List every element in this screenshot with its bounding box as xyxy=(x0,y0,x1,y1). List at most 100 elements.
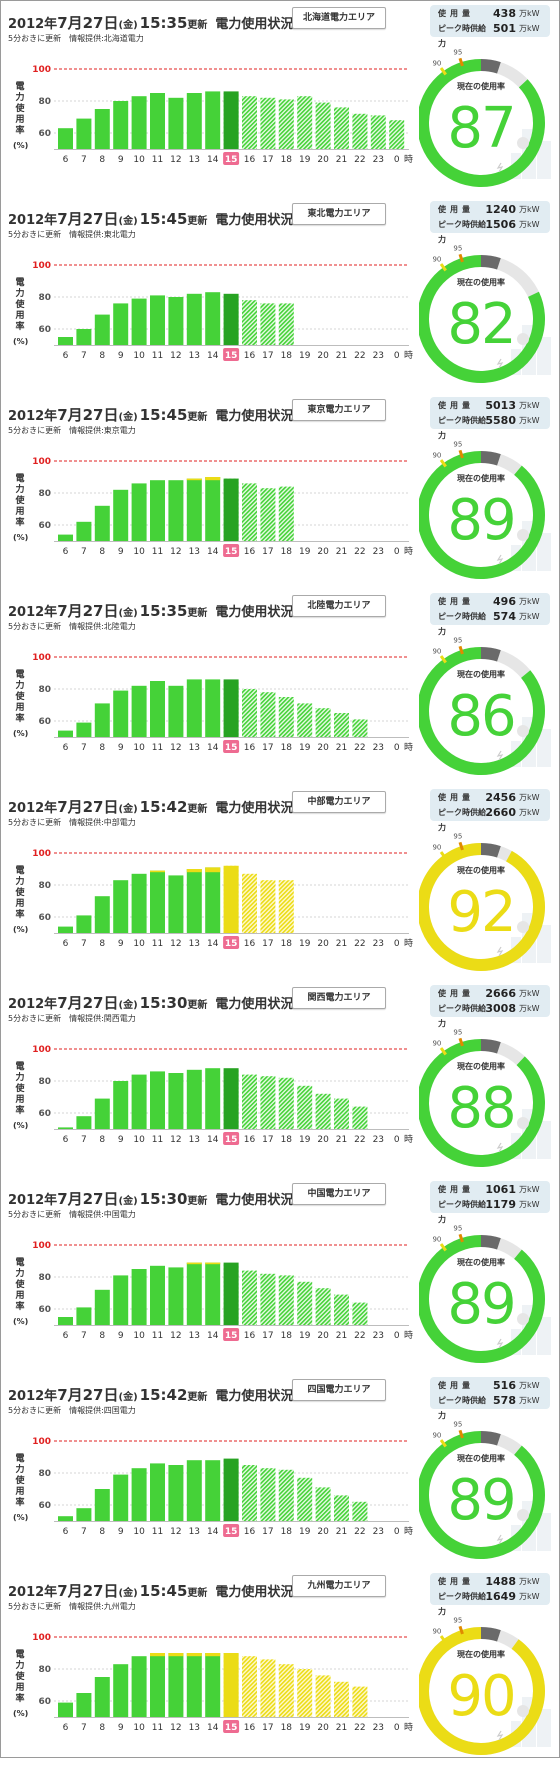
day-of-week: (金) xyxy=(118,804,138,815)
date-text: 7月27日 xyxy=(57,210,119,228)
supply-value: 3008 xyxy=(485,1002,516,1015)
y-axis-char: 力 xyxy=(15,93,25,103)
x-tick-label: 13 xyxy=(189,939,200,949)
current-hour-bar xyxy=(223,293,239,345)
hour-unit-label: 時 xyxy=(404,938,413,949)
x-tick-label: 17 xyxy=(262,1527,273,1537)
usage-row: 使用量 1240 万kW xyxy=(430,202,550,217)
panel-title: 電力使用状況 xyxy=(215,605,294,620)
day-text: 金 xyxy=(123,412,134,423)
y-tick-label: 80 xyxy=(38,1469,51,1479)
forecast-bar xyxy=(297,1085,313,1129)
y-tick-label: 80 xyxy=(38,1077,51,1087)
current-hour-badge xyxy=(223,544,240,557)
gauge-marker xyxy=(458,841,464,851)
gauge-marker xyxy=(439,67,447,76)
lightning-icon xyxy=(496,1142,504,1153)
usage-bar xyxy=(76,118,92,149)
x-tick-label: 6 xyxy=(63,939,69,949)
area-select-button[interactable]: 北陸電力エリア xyxy=(292,595,386,617)
y-axis-label: 電力使用率 (%) xyxy=(13,1258,28,1327)
area-select-button[interactable]: 北海道電力エリア xyxy=(292,7,386,29)
x-tick-label: 20 xyxy=(317,1723,329,1733)
usage-label: 使用量 xyxy=(438,1577,474,1586)
usage-bar xyxy=(186,293,202,345)
usage-value: 516 xyxy=(493,1379,516,1392)
usage-bar xyxy=(94,1677,110,1717)
y-axis-char: 率 xyxy=(15,910,25,920)
usage-bar xyxy=(150,870,165,933)
forecast-bar xyxy=(260,1076,276,1129)
y-tick-label: 60 xyxy=(38,1697,51,1707)
forecast-bar xyxy=(278,697,294,737)
area-select-button[interactable]: 東北電力エリア xyxy=(292,203,386,225)
y-axis-label: 電力使用率 (%) xyxy=(13,278,28,347)
data-source: 情報提供:北海道電力 xyxy=(69,34,144,43)
x-tick-label: 13 xyxy=(189,1135,200,1145)
current-hour-badge xyxy=(223,1132,240,1145)
usage-bar xyxy=(205,1262,221,1325)
hour-unit-label: 時 xyxy=(404,1330,413,1341)
y-axis-char: 電 xyxy=(15,1650,25,1660)
area-select-button[interactable]: 東京電力エリア xyxy=(292,399,386,421)
usage-stats-box: 使用量 516 万kW ピーク時供給力 578 万kW xyxy=(430,1377,550,1420)
area-select-button[interactable]: 中国電力エリア xyxy=(292,1183,386,1205)
supply-value: 5580 xyxy=(485,414,516,427)
x-tick-label: 7 xyxy=(81,1135,87,1145)
data-source: 情報提供:中部電力 xyxy=(69,818,136,827)
gauge-marker-label: 95 xyxy=(453,1421,462,1429)
x-tick-label: 20 xyxy=(317,1331,329,1341)
x-tick-label: 18 xyxy=(281,547,293,557)
x-tick-label: 12 xyxy=(170,743,181,753)
area-select-button[interactable]: 関西電力エリア xyxy=(292,987,386,1009)
usage-bar xyxy=(168,1465,184,1521)
day-text: 金 xyxy=(123,216,134,227)
area-select-button[interactable]: 中部電力エリア xyxy=(292,791,386,813)
x-tick-label: 11 xyxy=(152,1527,163,1537)
usage-bar xyxy=(205,292,221,345)
x-tick-label: 14 xyxy=(207,1527,219,1537)
gauge-marker xyxy=(439,263,447,272)
gauge-marker xyxy=(439,1439,447,1448)
y-axis-char: 使 xyxy=(15,1280,25,1290)
year-text: 2012年 xyxy=(8,801,58,816)
supply-value: 1649 xyxy=(485,1590,516,1603)
update-time: 15:45 xyxy=(139,1582,188,1600)
gauge-marker xyxy=(458,1429,464,1439)
x-tick-label: 6 xyxy=(63,1135,69,1145)
update-time: 15:42 xyxy=(139,1386,188,1404)
panel-header: 2012年7月27日(金) 15:35更新 電力使用状況 xyxy=(8,600,293,621)
y-axis-char: 電 xyxy=(15,670,25,680)
current-rate-label: 現在の使用率 xyxy=(457,81,505,91)
forecast-bar xyxy=(297,96,313,149)
x-tick-label: 11 xyxy=(152,939,163,949)
forecast-bar xyxy=(352,1106,368,1129)
hour-unit-label: 時 xyxy=(404,742,413,753)
x-tick-label: 12 xyxy=(170,351,181,361)
y-axis-char: 率 xyxy=(15,518,25,528)
usage-row: 使用量 496 万kW xyxy=(430,594,550,609)
gauge-knob xyxy=(517,1705,529,1717)
area-select-button[interactable]: 九州電力エリア xyxy=(292,1575,386,1597)
x-tick-label: 16 xyxy=(244,1135,256,1145)
supply-row: ピーク時供給力 574 万kW xyxy=(430,609,550,636)
x-tick-label: 15 xyxy=(225,351,238,361)
supply-unit: 万kW xyxy=(519,612,540,621)
forecast-bar xyxy=(242,96,257,149)
panel-header: 2012年7月27日(金) 15:42更新 電力使用状況 xyxy=(8,1384,293,1405)
x-tick-label: 11 xyxy=(152,743,163,753)
area-select-button[interactable]: 四国電力エリア xyxy=(292,1379,386,1401)
supply-label: ピーク時供給力 xyxy=(438,1396,486,1420)
over-threshold-cap xyxy=(186,478,202,481)
usage-bar xyxy=(76,329,92,345)
usage-rate-gauge: 95 90 現在の使用率 89 xyxy=(419,441,551,579)
gauge-marker-label: 90 xyxy=(432,59,441,67)
x-tick-label: 7 xyxy=(81,547,87,557)
y-tick-label: 100 xyxy=(32,849,51,859)
gauge-knob xyxy=(517,529,529,541)
usage-stats-box: 使用量 2666 万kW ピーク時供給力 3008 万kW xyxy=(430,985,550,1028)
x-tick-label: 6 xyxy=(63,1331,69,1341)
x-tick-label: 13 xyxy=(189,743,200,753)
supply-value: 2660 xyxy=(485,806,516,819)
update-time: 15:35 xyxy=(139,14,188,32)
